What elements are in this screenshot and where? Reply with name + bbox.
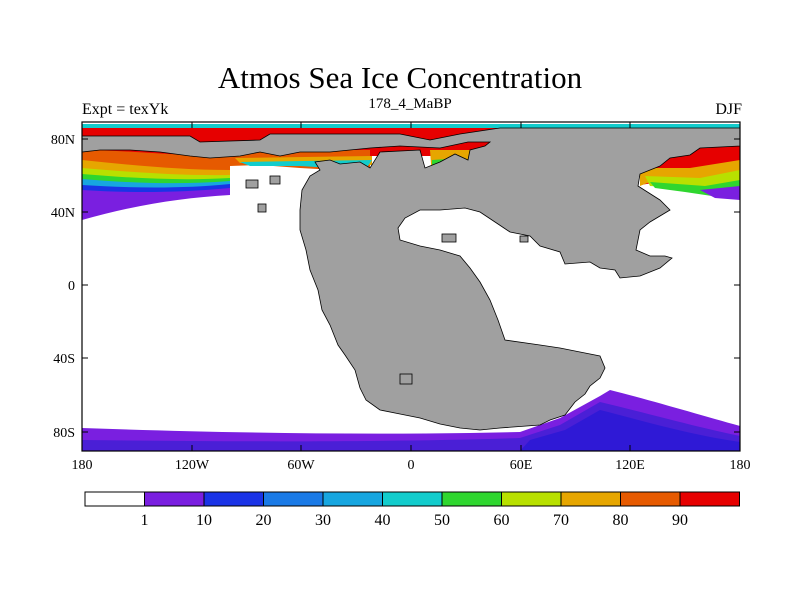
colorbar-level-label: 90 [672,512,688,529]
lon-label-60w: 60W [287,458,315,473]
axis-ticks [81,122,741,451]
experiment-label: Expt = texYk [82,101,169,118]
colorbar-level-label: 80 [613,512,629,529]
lon-label-0: 0 [408,458,415,473]
colorbar-swatch [322,491,383,507]
colorbar-level-label: 40 [375,512,391,529]
lat-label-40s: 40S [53,352,75,367]
lat-label-40n: 40N [51,206,75,221]
antarctic-sea-ice [82,390,740,451]
landmass [81,127,741,431]
lon-label-60e: 60E [510,458,533,473]
colorbar-swatch [203,491,264,507]
colorbar-swatch [144,491,205,507]
lon-label-120e: 120E [615,458,645,473]
lon-label-180w: 180 [72,458,93,473]
colorbar-level-label: 10 [196,512,212,529]
map-title: Atmos Sea Ice Concentration [217,60,583,95]
experiment-subtitle: 178_4_MaBP [368,96,452,112]
lon-label-180e: 180 [730,458,751,473]
colorbar-swatch [382,491,443,507]
colorbar [84,491,740,507]
colorbar-level-label: 60 [494,512,510,529]
lat-label-80s: 80S [53,426,75,441]
colorbar-swatch [620,491,681,507]
colorbar-level-label: 30 [315,512,331,529]
colorbar-swatch [441,491,502,507]
lat-label-80n: 80N [51,133,75,148]
colorbar-swatch [560,491,621,507]
lon-label-120w: 120W [175,458,210,473]
colorbar-swatch [679,491,740,507]
colorbar-level-label: 20 [256,512,272,529]
colorbar-level-label: 1 [141,512,149,529]
colorbar-swatch [501,491,562,507]
colorbar-swatch [263,491,324,507]
colorbar-level-label: 50 [434,512,450,529]
lat-label-0: 0 [68,279,75,294]
colorbar-swatch [84,491,145,507]
colorbar-level-label: 70 [553,512,569,529]
colorbar-labels: 1 10 20 30 40 50 60 70 80 90 [141,512,689,529]
season-label: DJF [715,101,742,118]
